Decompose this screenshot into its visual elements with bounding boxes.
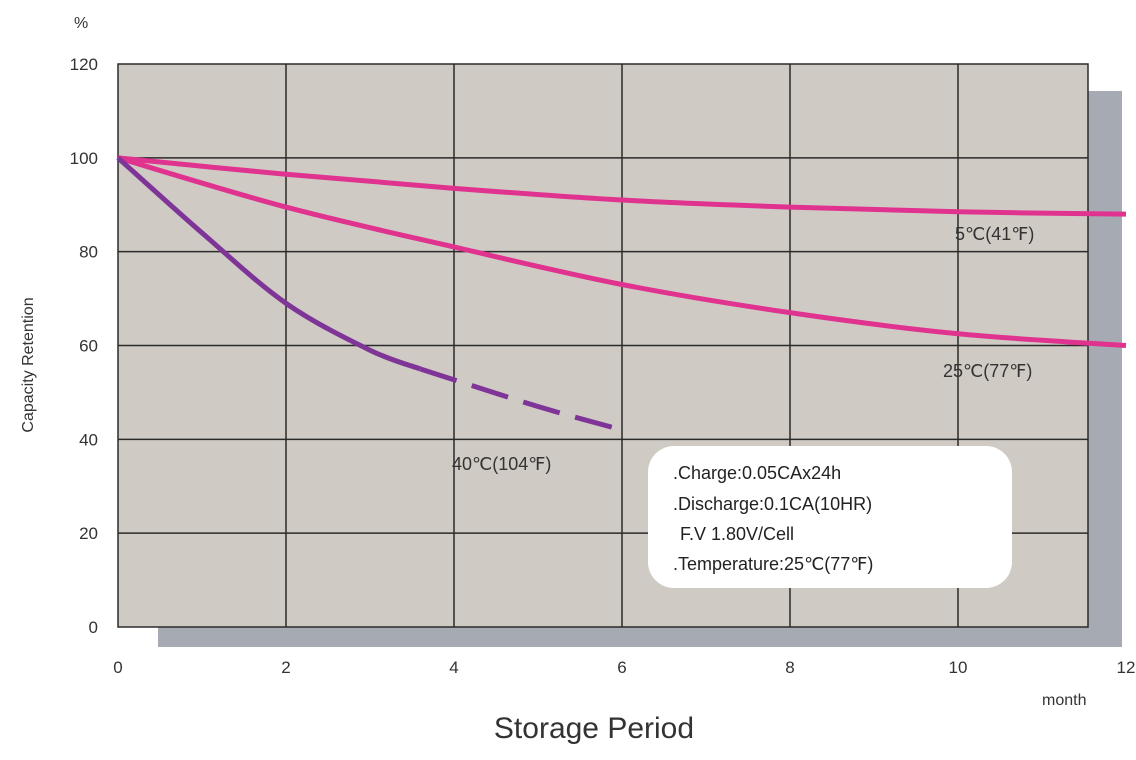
series-label-40c: 40℃(104℉): [452, 454, 551, 474]
series-label-5c: 5℃(41℉): [955, 224, 1034, 244]
x-tick-labels: 0 2 4 6 8 10 12: [113, 658, 1135, 677]
note-discharge: .Discharge:0.1CA(10HR): [673, 494, 872, 514]
x-tick-12: 12: [1117, 658, 1136, 677]
y-unit-label: %: [74, 15, 88, 32]
x-tick-0: 0: [113, 658, 122, 677]
x-tick-4: 4: [449, 658, 458, 677]
y-tick-60: 60: [79, 337, 98, 356]
note-charge: .Charge:0.05CAx24h: [673, 463, 841, 483]
y-axis-title: Capacity Retention: [20, 297, 37, 432]
series-lines: [116, 155, 1127, 433]
y-tick-labels: 0 20 40 60 80 100 120: [70, 55, 98, 637]
x-tick-8: 8: [785, 658, 794, 677]
x-axis-title: Storage Period: [494, 712, 694, 745]
series-line-1: [117, 155, 1127, 348]
x-unit-label: month: [1042, 692, 1086, 709]
series-label-25c: 25℃(77℉): [943, 361, 1032, 381]
y-tick-0: 0: [89, 618, 98, 637]
y-tick-80: 80: [79, 243, 98, 262]
series-line-0: [117, 155, 1127, 217]
x-tick-2: 2: [281, 658, 290, 677]
y-tick-20: 20: [79, 524, 98, 543]
series-line-3: [419, 366, 623, 433]
y-tick-120: 120: [70, 55, 98, 74]
series-line-2: [116, 155, 422, 372]
note-temperature: .Temperature:25℃(77℉): [673, 554, 873, 574]
note-final-voltage: F.V 1.80V/Cell: [680, 524, 794, 544]
x-tick-6: 6: [617, 658, 626, 677]
test-conditions-background: [648, 446, 1012, 588]
y-tick-100: 100: [70, 149, 98, 168]
y-tick-40: 40: [79, 430, 98, 449]
x-tick-10: 10: [949, 658, 968, 677]
test-conditions-box: .Charge:0.05CAx24h .Discharge:0.1CA(10HR…: [648, 446, 1012, 588]
